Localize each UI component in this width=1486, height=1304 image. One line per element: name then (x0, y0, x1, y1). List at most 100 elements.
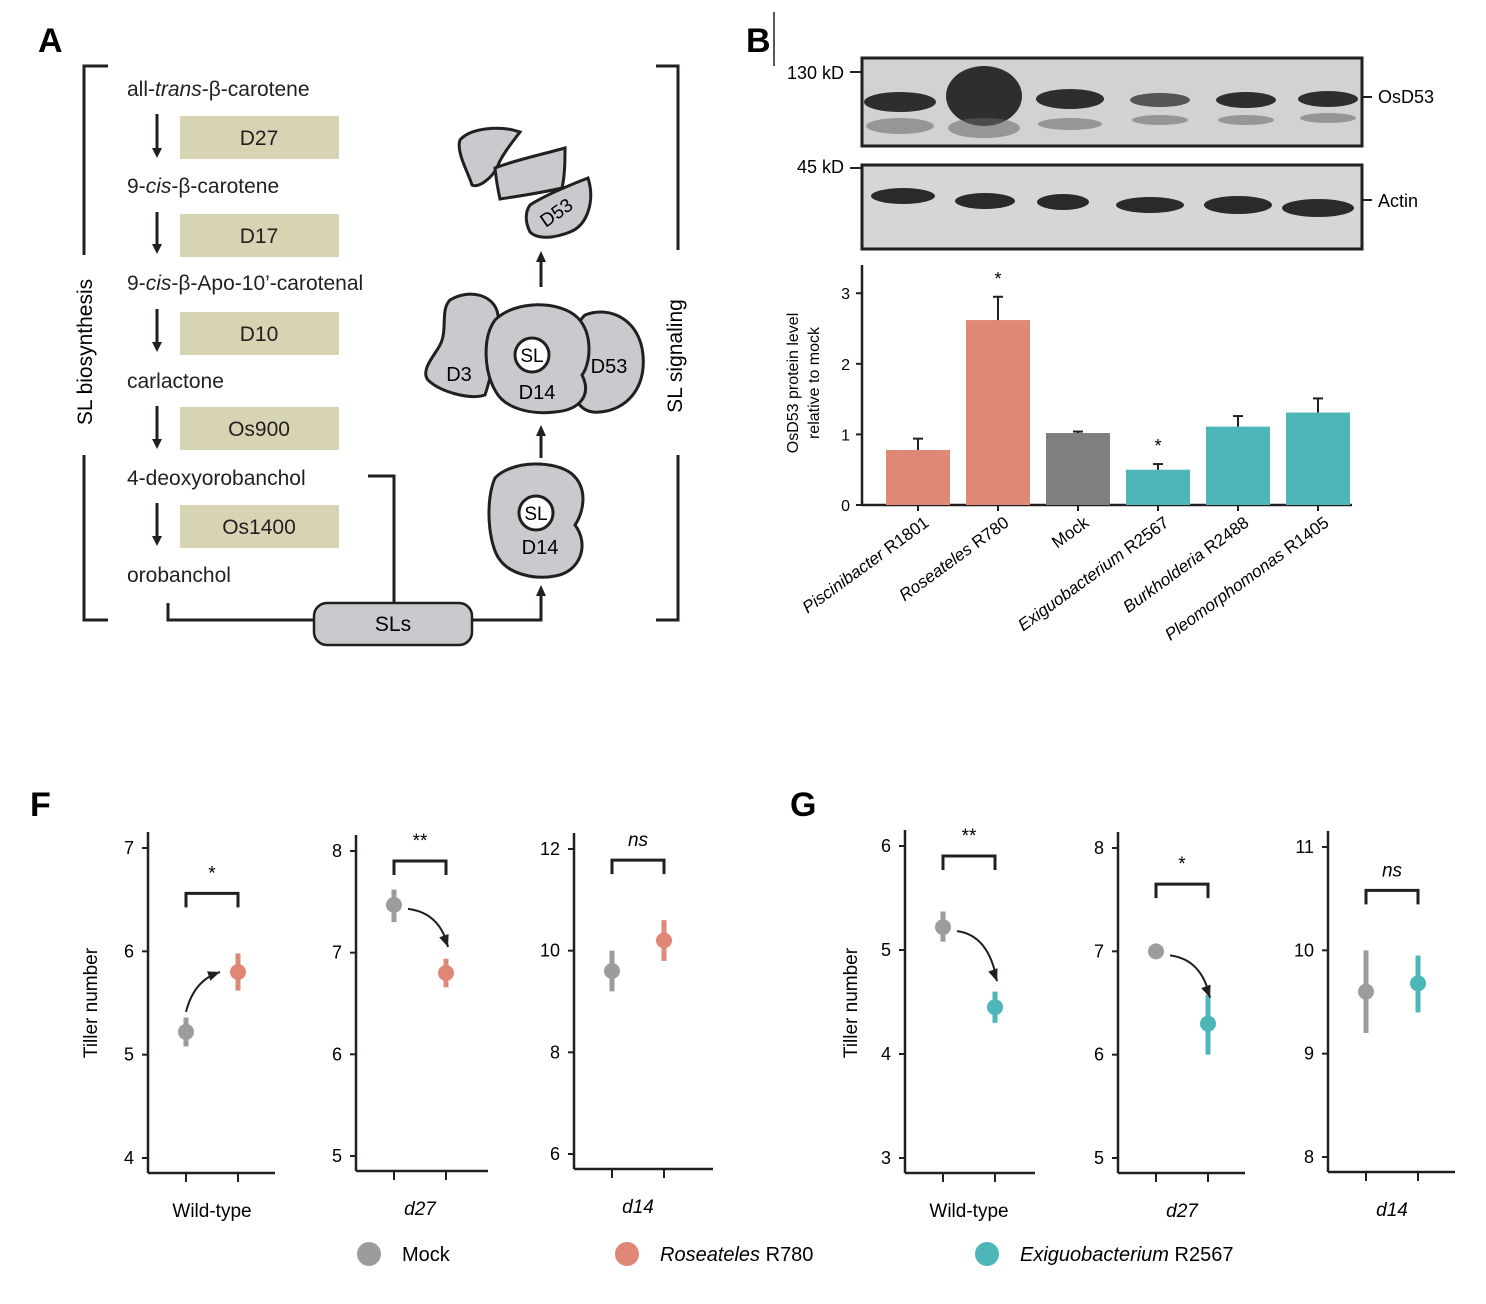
trend-arrow (185, 971, 221, 1013)
legend-label: Mock (402, 1244, 451, 1266)
bar-category-label: Piscinibacter R1801 (799, 513, 933, 617)
significance-bracket (1364, 888, 1420, 905)
marker-130kd: 130 kD (787, 63, 844, 83)
significance-label: ns (1382, 860, 1403, 881)
enzyme-d27: D27 (240, 127, 279, 150)
trend-arrowhead (439, 934, 449, 947)
tiller-y-tick-label: 5 (881, 940, 891, 960)
significance-bracket (392, 859, 448, 875)
tiller-y-tick-label: 9 (1304, 1044, 1314, 1064)
sls-box (312, 601, 474, 647)
bar-y-tick-label: 3 (841, 286, 850, 303)
trend-arrow (1169, 954, 1211, 998)
tiller-y-tick-label: 5 (1094, 1148, 1104, 1168)
d3-label: D3 (446, 364, 472, 386)
significance-bracket (1154, 882, 1210, 899)
significance-label: ** (413, 831, 428, 852)
tiller-mean-point (178, 1023, 194, 1040)
bar-significance: * (1154, 436, 1161, 456)
tiller-panel: 6 8 10 12 d14 ns (540, 830, 713, 1218)
tiller-y-tick-label: 6 (1094, 1045, 1104, 1065)
bar-y-tick-label: 0 (841, 498, 850, 515)
d14-label-1: D14 (522, 537, 559, 559)
enzyme-boxes (180, 116, 339, 548)
compound-4-deoxyorobanchol: 4-deoxyorobanchol (127, 467, 306, 490)
panel-label-f: F (30, 786, 51, 824)
trend-arrow (407, 907, 449, 948)
tiller-y-tick-label: 6 (124, 941, 134, 961)
panel-label-a: A (38, 22, 63, 60)
bar (1286, 412, 1350, 505)
tiller-mean-point (987, 999, 1003, 1016)
tiller-panel: 5 6 7 8 d27 * (1094, 832, 1245, 1222)
enzyme-d17: D17 (240, 225, 279, 248)
tiller-charts: 4 5 6 7 Wild-type * 5 6 7 8 d27 ** 6 8 10 12 d14 ns 3 4 5 6 Wi… (124, 826, 1455, 1222)
bar-chart-ylabel-1: OsD53 protein level (785, 313, 802, 454)
western-blot (850, 56, 1372, 251)
panel-label-g: G (790, 786, 816, 824)
d14-sl-complex (487, 462, 585, 579)
significance-label: * (1178, 854, 1186, 875)
legend-swatch (615, 1242, 639, 1266)
bar (966, 320, 1030, 505)
compound-9-cis-beta-carotene: 9-cis-β-carotene (127, 175, 279, 198)
legend-swatch (975, 1242, 999, 1266)
tiller-mean-point (935, 919, 951, 936)
sl-molecule-label-1: SL (524, 504, 547, 525)
sl-signaling-label: SL signaling (664, 299, 687, 413)
panel-a-pathway (82, 64, 680, 622)
tiller-group-label: d27 (1166, 1201, 1199, 1222)
legend-swatch (357, 1242, 381, 1266)
legend: Mock Roseateles R780 Exiguobacterium R2567 (357, 1242, 1233, 1266)
legend-label: Exiguobacterium R2567 (1020, 1244, 1233, 1266)
tiller-mean-point (230, 964, 246, 980)
bar (1126, 469, 1190, 505)
significance-label: ** (962, 826, 977, 847)
panel-label-b: B (746, 22, 771, 60)
tiller-y-tick-label: 7 (332, 943, 342, 963)
tiller-y-tick-label: 4 (881, 1044, 891, 1064)
bar (886, 449, 950, 505)
tiller-panel: 3 4 5 6 Wild-type ** (881, 826, 1035, 1222)
enzyme-d10: D10 (240, 323, 279, 346)
tiller-group-label: Wild-type (172, 1201, 251, 1222)
tiller-y-tick-label: 11 (1295, 837, 1314, 857)
d53-degradation-fragments (457, 126, 593, 239)
trend-arrowhead (1201, 984, 1211, 998)
tiller-group-label: Wild-type (929, 1201, 1008, 1222)
significance-bracket (184, 891, 240, 908)
tiller-mean-point (438, 965, 454, 981)
tiller-y-tick-label: 8 (1094, 838, 1104, 858)
tiller-y-tick-label: 10 (1294, 940, 1314, 960)
bar-y-tick-label: 1 (841, 427, 850, 444)
trend-arrowhead (207, 971, 220, 981)
enzyme-os1400: Os1400 (222, 516, 296, 539)
band-label-osd53: OsD53 (1378, 87, 1434, 107)
sls-label: SLs (375, 613, 411, 636)
tiller-panel: 8 9 10 11 d14 ns (1294, 831, 1455, 1221)
band-label-actin: Actin (1378, 191, 1418, 211)
bar (1206, 426, 1270, 505)
tiller-group-label: d27 (404, 1199, 437, 1220)
bar-category-label: Mock (1048, 513, 1092, 553)
tiller-mean-point (1148, 943, 1164, 960)
significance-label: * (208, 863, 216, 884)
tiller-y-tick-label: 8 (1304, 1147, 1314, 1167)
tiller-y-tick-label: 8 (332, 841, 342, 861)
tiller-y-tick-label: 7 (124, 838, 134, 858)
bar (1046, 433, 1110, 505)
sl-molecule-label-2: SL (520, 346, 543, 367)
tiller-mean-point (1200, 1015, 1216, 1032)
bar-y-tick-label: 2 (841, 357, 850, 374)
bar-significance: * (994, 269, 1001, 289)
compound-carlactone: carlactone (127, 370, 224, 393)
significance-bracket (941, 854, 997, 870)
significance-bracket (610, 858, 666, 875)
bar-category-label: Pleomorphomonas R1405 (1161, 513, 1332, 644)
tiller-mean-point (604, 963, 620, 979)
tiller-group-label: d14 (622, 1197, 654, 1218)
tiller-y-tick-label: 8 (550, 1042, 560, 1062)
tiller-panel: 4 5 6 7 Wild-type * (124, 832, 275, 1222)
compound-9-cis-beta-apo-carotenal: 9-cis-β-Apo-10’-carotenal (127, 272, 363, 295)
